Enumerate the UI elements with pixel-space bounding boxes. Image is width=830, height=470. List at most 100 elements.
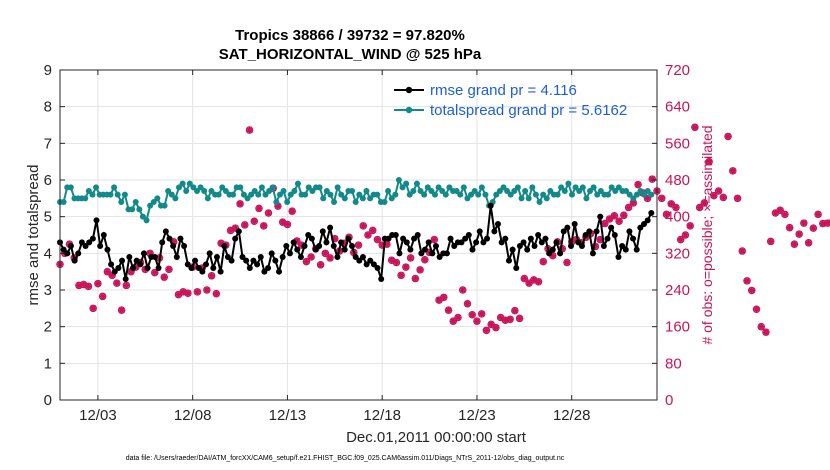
totalspread-series-point <box>424 184 431 191</box>
obs-assimilated-marker <box>89 304 97 312</box>
totalspread-series-point <box>514 184 521 191</box>
totalspread-series-point <box>471 188 478 194</box>
rmse-series-point <box>637 224 644 231</box>
rmse-series-point <box>462 235 469 242</box>
rmse-series-point <box>367 257 374 264</box>
totalspread-series-point <box>147 202 154 209</box>
obs-assimilated-marker <box>113 279 121 287</box>
obs-assimilated-marker <box>340 239 348 247</box>
obs-assimilated-marker <box>160 273 168 281</box>
left-tick-label: 5 <box>44 209 52 226</box>
obs-assimilated-marker <box>696 204 704 211</box>
obs-assimilated-marker <box>615 217 623 225</box>
obs-assimilated-marker <box>165 265 173 273</box>
totalspread-series-point <box>341 195 348 202</box>
rmse-series-point <box>480 239 487 246</box>
obs-assimilated-marker <box>359 222 367 230</box>
x-tick-label: 12/23 <box>458 407 496 424</box>
obs-assimilated-marker <box>700 199 708 207</box>
totalspread-series-point <box>276 191 283 198</box>
obs-assimilated-marker <box>170 238 178 246</box>
rmse-series-point <box>119 257 126 264</box>
totalspread-series-point <box>334 184 341 191</box>
rmse-series-point <box>378 276 385 282</box>
obs-assimilated-marker <box>463 300 471 308</box>
legend-label: totalspread grand pr = 5.6162 <box>430 102 627 119</box>
totalspread-series-point <box>356 191 363 198</box>
obs-assimilated-marker <box>729 167 737 175</box>
legend-swatch-marker <box>405 106 413 114</box>
totalspread-series-point <box>316 184 323 191</box>
rmse-series-point <box>400 235 407 242</box>
totalspread-series-point <box>255 191 262 198</box>
obs-assimilated-marker <box>644 194 652 202</box>
rmse-series-point <box>546 250 553 257</box>
totalspread-series-point <box>244 195 251 202</box>
totalspread-series-point <box>547 188 554 194</box>
obs-assimilated-marker <box>620 211 628 219</box>
rmse-series-point <box>334 254 341 260</box>
rmse-series-point <box>82 243 89 249</box>
rmse-series-point <box>644 217 651 224</box>
totalspread-series-point <box>554 191 561 198</box>
totalspread-series-point <box>215 191 222 198</box>
left-y-axis-label: rmse and totalspread <box>25 165 42 306</box>
rmse-series-point <box>411 235 418 242</box>
totalspread-series-point <box>641 191 648 198</box>
totalspread-series-point <box>107 191 114 198</box>
rmse-series-point <box>469 246 476 253</box>
totalspread-series-point <box>540 191 547 198</box>
rmse-series-point <box>181 243 188 249</box>
obs-assimilated-marker <box>781 210 789 218</box>
obs-assimilated-marker <box>459 286 467 294</box>
rmse-series-point <box>487 202 494 209</box>
obs-assimilated-marker <box>388 256 396 264</box>
obs-assimilated-marker <box>786 224 794 232</box>
obs-assimilated-marker <box>539 258 547 266</box>
rmse-series-point <box>622 246 629 253</box>
rmse-series-point <box>130 265 137 271</box>
totalspread-series-point <box>284 199 291 205</box>
rmse-series-point <box>604 235 611 242</box>
rmse-series-point <box>78 239 85 246</box>
totalspread-series-point <box>612 188 619 194</box>
totalspread-series-point <box>175 184 182 191</box>
rmse-series-point <box>97 243 104 249</box>
obs-assimilated-marker <box>686 222 694 230</box>
obs-assimilated-marker <box>146 249 154 257</box>
totalspread-series-point <box>118 199 125 205</box>
obs-assimilated-marker <box>383 240 391 248</box>
totalspread-series-point <box>132 199 139 205</box>
right-tick-label: 720 <box>665 62 690 79</box>
rmse-series-point <box>305 232 312 238</box>
obs-assimilated-marker <box>705 158 713 166</box>
obs-assimilated-marker <box>373 236 381 244</box>
obs-assimilated-marker <box>298 241 306 249</box>
rmse-series-point <box>509 246 516 253</box>
obs-assimilated-marker <box>203 286 211 294</box>
totalspread-series-point <box>626 191 633 198</box>
rmse-series-point <box>341 246 348 253</box>
rmse-series-point <box>549 246 556 253</box>
rmse-series-point <box>111 268 118 275</box>
totalspread-series-point <box>154 195 161 202</box>
rmse-series-point <box>316 243 323 249</box>
obs-assimilated-marker <box>212 290 220 298</box>
rmse-series-point <box>71 257 78 264</box>
obs-assimilated-marker <box>264 209 272 217</box>
totalspread-series-point <box>558 184 565 191</box>
obs-assimilated-marker <box>511 307 519 315</box>
rmse-series-point <box>619 243 626 249</box>
totalspread-series-point <box>583 195 590 202</box>
right-tick-label: 480 <box>665 172 690 189</box>
totalspread-series-point <box>594 191 601 198</box>
obs-assimilated-marker <box>127 268 135 276</box>
rmse-series-point <box>279 254 286 260</box>
rmse-series-point <box>370 261 377 268</box>
obs-assimilated-marker <box>421 256 429 264</box>
totalspread-series-point <box>352 199 359 205</box>
obs-assimilated-marker <box>814 210 822 218</box>
totalspread-series-point <box>507 191 514 198</box>
obs-assimilated-marker <box>454 314 462 321</box>
rmse-series-point <box>319 228 326 235</box>
